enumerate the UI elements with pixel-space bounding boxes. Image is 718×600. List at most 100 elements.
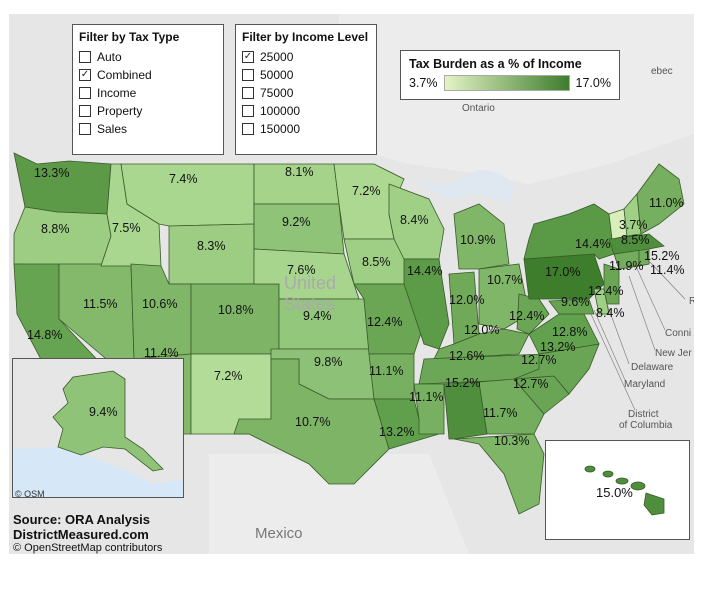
label-MO: 12.4% bbox=[367, 315, 402, 329]
state-TX[interactable] bbox=[233, 358, 390, 485]
state-OR[interactable] bbox=[13, 206, 112, 267]
label-OR: 8.8% bbox=[41, 222, 70, 236]
label-ID: 7.5% bbox=[112, 221, 141, 235]
label-GA: 11.7% bbox=[483, 406, 518, 420]
mexico-label: Mexico bbox=[255, 525, 303, 542]
label-ME: 11.0% bbox=[649, 196, 684, 210]
state-MI[interactable] bbox=[453, 203, 510, 270]
nj-label: New Jer bbox=[655, 348, 692, 359]
label-UT: 10.6% bbox=[142, 297, 177, 311]
label-OH: 10.7% bbox=[487, 273, 522, 287]
label-WV: 12.4% bbox=[509, 309, 544, 323]
state-OH[interactable] bbox=[478, 263, 530, 330]
label-IL: 14.4% bbox=[407, 264, 442, 278]
quebec-label: ebec bbox=[651, 66, 673, 77]
state-SD[interactable] bbox=[253, 203, 345, 255]
label-OK: 9.8% bbox=[314, 355, 343, 369]
label-SD: 9.2% bbox=[282, 215, 311, 229]
tax-type-option-combined[interactable]: ✓ Combined bbox=[73, 66, 223, 84]
label-FL: 10.3% bbox=[494, 434, 529, 448]
state-WY[interactable] bbox=[168, 223, 255, 285]
maryland-label: Maryland bbox=[624, 379, 665, 390]
income-level-checkbox-150000[interactable] bbox=[242, 123, 254, 135]
label-WA: 13.3% bbox=[34, 166, 69, 180]
income-level-checkbox-75000[interactable] bbox=[242, 87, 254, 99]
income-level-option-75000[interactable]: 75000 bbox=[236, 84, 376, 102]
tax-type-checkbox-income[interactable] bbox=[79, 87, 91, 99]
value-labels: 13.3% 8.8% 14.8% 11.5% 7.5% 7.4% 8.3% 10… bbox=[27, 165, 685, 448]
tax-type-checkbox-combined[interactable]: ✓ bbox=[79, 69, 91, 81]
label-MD: 12.8% bbox=[552, 325, 587, 339]
state-MS[interactable] bbox=[413, 383, 445, 435]
district-label: District bbox=[628, 409, 659, 420]
tax-type-option-property[interactable]: Property bbox=[73, 102, 223, 120]
legend-min-label: 3.7% bbox=[409, 76, 438, 90]
leader-lines bbox=[590, 258, 686, 411]
income-level-filter-panel: Filter by Income Level ✓ 25000 50000 75000 1… bbox=[235, 24, 377, 155]
mexico-landmass bbox=[209, 454, 469, 554]
tax-type-checkbox-property[interactable] bbox=[79, 105, 91, 117]
income-level-checkbox-50000[interactable] bbox=[242, 69, 254, 81]
tax-type-option-label: Property bbox=[97, 104, 143, 118]
state-NY[interactable] bbox=[523, 203, 615, 260]
label-NV: 11.5% bbox=[83, 297, 118, 311]
income-level-option-50000[interactable]: 50000 bbox=[236, 66, 376, 84]
label-AZ: 11.4% bbox=[144, 346, 179, 360]
tax-type-checkbox-sales[interactable] bbox=[79, 123, 91, 135]
tax-type-filter-title: Filter by Tax Type bbox=[79, 30, 180, 44]
state-FL[interactable] bbox=[453, 433, 545, 515]
conn-label: Conni bbox=[665, 328, 691, 339]
source-site: DistrictMeasured.com bbox=[13, 527, 149, 542]
hawaii-inset[interactable]: 15.0% bbox=[545, 440, 690, 540]
tax-type-checkbox-auto[interactable] bbox=[79, 51, 91, 63]
osm-credit: © OSM bbox=[15, 489, 45, 498]
label-WY: 8.3% bbox=[197, 239, 226, 253]
state-IL[interactable] bbox=[403, 258, 450, 350]
legend-panel: Tax Burden as a % of Income 3.7% 17.0% bbox=[400, 50, 620, 100]
state-MA[interactable] bbox=[608, 233, 665, 255]
state-ME[interactable] bbox=[636, 163, 685, 235]
tax-type-option-auto[interactable]: Auto bbox=[73, 48, 223, 66]
income-level-checkbox-100000[interactable] bbox=[242, 105, 254, 117]
income-level-option-label: 150000 bbox=[260, 122, 301, 136]
label-MT: 7.4% bbox=[169, 172, 198, 186]
income-level-option-100000[interactable]: 100000 bbox=[236, 102, 376, 120]
income-level-option-label: 25000 bbox=[260, 50, 294, 64]
tax-type-options: Auto ✓ Combined Income Property Sales bbox=[73, 48, 223, 138]
state-NJ[interactable] bbox=[603, 263, 620, 305]
state-HI[interactable] bbox=[584, 465, 665, 516]
state-AK[interactable] bbox=[52, 370, 164, 472]
label-SC: 12.7% bbox=[513, 377, 548, 391]
united-label: United bbox=[284, 273, 336, 293]
state-GA[interactable] bbox=[478, 378, 545, 435]
label-NJ: 12.4% bbox=[588, 284, 623, 298]
ontario-label: Ontario bbox=[462, 103, 495, 114]
label-RI: 11.4% bbox=[650, 263, 685, 277]
label-MS: 11.1% bbox=[409, 390, 444, 404]
osm-attribution[interactable]: © OpenStreetMap contributors bbox=[13, 542, 163, 554]
tax-type-option-label: Combined bbox=[97, 68, 152, 82]
label-HI: 15.0% bbox=[596, 485, 633, 500]
label-WI: 8.4% bbox=[400, 213, 429, 227]
income-level-option-150000[interactable]: 150000 bbox=[236, 120, 376, 138]
label-TX: 10.7% bbox=[295, 415, 330, 429]
state-NC[interactable] bbox=[513, 343, 600, 395]
income-level-option-25000[interactable]: ✓ 25000 bbox=[236, 48, 376, 66]
state-AL[interactable] bbox=[443, 381, 488, 440]
income-level-checkbox-25000[interactable]: ✓ bbox=[242, 51, 254, 63]
tax-type-option-income[interactable]: Income bbox=[73, 84, 223, 102]
tax-type-option-label: Income bbox=[97, 86, 137, 100]
state-MD[interactable] bbox=[548, 298, 595, 315]
delaware-label: Delaware bbox=[631, 362, 674, 373]
label-MA: 15.2% bbox=[644, 249, 679, 263]
source-line: Source: ORA Analysis bbox=[13, 512, 151, 527]
label-AR: 11.1% bbox=[369, 364, 404, 378]
income-level-options: ✓ 25000 50000 75000 100000 150000 bbox=[236, 48, 376, 138]
label-NM: 7.2% bbox=[214, 369, 243, 383]
label-CA: 14.8% bbox=[27, 328, 62, 342]
label-NY: 14.4% bbox=[575, 237, 610, 251]
tax-type-option-sales[interactable]: Sales bbox=[73, 120, 223, 138]
label-NC: 12.7% bbox=[521, 353, 556, 367]
alaska-inset[interactable]: 9.4% © OSM bbox=[12, 358, 184, 498]
state-CO[interactable] bbox=[190, 283, 280, 355]
